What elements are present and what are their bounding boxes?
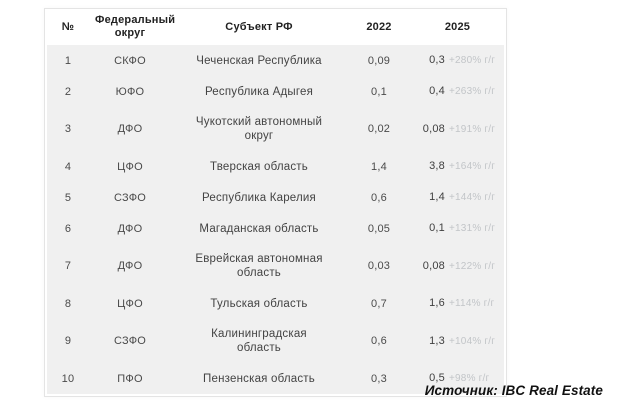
subject-name: Чеченская Республика xyxy=(196,54,322,67)
row-number: 8 xyxy=(64,297,72,310)
district-code: ЮФО xyxy=(115,85,145,98)
subject-name: Пензенская область xyxy=(203,372,315,385)
value-2025: 0,3 xyxy=(429,54,445,66)
value-2022: 0,09 xyxy=(367,54,391,67)
header-number: № xyxy=(61,20,75,33)
header-2025: 2025 xyxy=(444,20,471,33)
subject-name: Республика Карелия xyxy=(202,191,316,204)
growth-yoy: +131% г/г xyxy=(449,223,496,234)
row-number: 5 xyxy=(64,191,72,204)
table-row: 3 ДФО Чукотский автономный округ 0,02 0,08 +1… xyxy=(47,107,504,151)
table-row: 10 ПФО Пензенская область 0,3 0,5 +98% г/г xyxy=(47,363,504,394)
growth-yoy: +191% г/г xyxy=(449,123,496,135)
table-row: 2 ЮФО Республика Адыгея 0,1 0,4 +263% г/г xyxy=(47,76,504,107)
value-2025: 1,3 xyxy=(429,334,445,347)
district-code: ДФО xyxy=(117,222,143,235)
table-row: 7 ДФО Еврейская автономная область 0,03 0,08… xyxy=(47,244,504,288)
regions-table: № Федеральный округ Субъект РФ 2022 2025… xyxy=(44,8,507,397)
row-number: 1 xyxy=(64,54,72,67)
growth-yoy: +280% г/г xyxy=(449,55,496,66)
value-2022: 0,05 xyxy=(367,222,391,235)
value-2022: 0,03 xyxy=(367,260,391,272)
value-2025-group: 0,4 +263% г/г xyxy=(411,84,506,99)
value-2022: 0,6 xyxy=(371,335,387,347)
source-attribution: Источник: IBC Real Estate xyxy=(424,383,603,398)
value-2022: 0,02 xyxy=(367,123,391,135)
table-body: 1 СКФО Чеченская Республика 0,09 0,3 +280% г/… xyxy=(47,45,504,394)
value-2025-group: 1,6 +114% г/г xyxy=(411,296,506,311)
subject-name: Тверская область xyxy=(210,160,308,173)
growth-yoy: +263% г/г xyxy=(449,86,496,97)
table-row: 6 ДФО Магаданская область 0,05 0,1 +131% г/г xyxy=(47,213,504,244)
header-district: Федеральный округ xyxy=(95,14,176,39)
growth-yoy: +164% г/г xyxy=(449,161,496,172)
value-2025-group: 1,4 +144% г/г xyxy=(411,190,506,205)
district-code: ПФО xyxy=(117,372,143,385)
value-2025-group: 0,08 +191% г/г xyxy=(411,122,506,137)
value-2025-group: 0,5 +98% г/г xyxy=(411,371,506,386)
subject-name: Чукотский автономный округ xyxy=(195,116,323,142)
row-number: 6 xyxy=(64,222,72,235)
row-number: 4 xyxy=(64,160,72,173)
value-2022: 0,3 xyxy=(371,372,387,385)
district-code: ЦФО xyxy=(117,297,143,310)
value-2025-group: 0,3 +280% г/г xyxy=(411,53,506,68)
subject-name: Калининградская область xyxy=(211,328,307,354)
value-2022: 0,6 xyxy=(371,191,387,204)
subject-name: Магаданская область xyxy=(199,222,319,235)
district-code: ДФО xyxy=(117,260,143,272)
district-code: СЗФО xyxy=(113,191,147,204)
growth-yoy: +104% г/г xyxy=(449,335,496,347)
district-code: СЗФО xyxy=(113,335,147,347)
value-2025: 0,4 xyxy=(429,85,445,97)
subject-name: Еврейская автономная область xyxy=(195,253,323,279)
growth-yoy: +144% г/г xyxy=(449,192,496,203)
district-code: ЦФО xyxy=(117,160,143,173)
table-row: 8 ЦФО Тульская область 0,7 1,6 +114% г/г xyxy=(47,288,504,319)
value-2025: 3,8 xyxy=(429,160,445,172)
value-2025-group: 0,1 +131% г/г xyxy=(411,221,506,236)
value-2025: 0,1 xyxy=(429,222,445,234)
table-row: 9 СЗФО Калининградская область 0,6 1,3 +104% … xyxy=(47,319,504,363)
row-number: 10 xyxy=(61,372,75,385)
growth-yoy: +122% г/г xyxy=(449,260,496,272)
value-2025-group: 1,3 +104% г/г xyxy=(411,334,506,349)
value-2025-group: 0,08 +122% г/г xyxy=(411,259,506,274)
value-2025: 0,08 xyxy=(422,259,445,272)
value-2022: 0,1 xyxy=(371,85,387,98)
row-number: 2 xyxy=(64,85,72,98)
table-row: 1 СКФО Чеченская Республика 0,09 0,3 +280% г/… xyxy=(47,45,504,76)
district-code: ДФО xyxy=(117,123,143,135)
value-2025: 0,5 xyxy=(429,372,445,384)
subject-name: Республика Адыгея xyxy=(204,85,314,98)
value-2022: 1,4 xyxy=(371,160,387,173)
table-row: 5 СЗФО Республика Карелия 0,6 1,4 +144% г/г xyxy=(47,182,504,213)
value-2025: 0,08 xyxy=(422,122,445,135)
value-2025: 1,6 xyxy=(429,297,445,309)
header-subject: Субъект РФ xyxy=(225,20,293,33)
table-row: 4 ЦФО Тверская область 1,4 3,8 +164% г/г xyxy=(47,151,504,182)
value-2025-group: 3,8 +164% г/г xyxy=(411,159,506,174)
row-number: 7 xyxy=(64,260,72,272)
subject-name: Тульская область xyxy=(210,297,308,310)
value-2025: 1,4 xyxy=(429,191,445,203)
growth-yoy: +98% г/г xyxy=(449,373,490,384)
header-2022: 2022 xyxy=(366,20,392,33)
row-number: 3 xyxy=(64,123,72,135)
district-code: СКФО xyxy=(114,54,146,67)
row-number: 9 xyxy=(64,335,72,347)
growth-yoy: +114% г/г xyxy=(449,298,495,309)
value-2022: 0,7 xyxy=(371,297,387,310)
table-header-row: № Федеральный округ Субъект РФ 2022 2025 xyxy=(47,9,504,45)
